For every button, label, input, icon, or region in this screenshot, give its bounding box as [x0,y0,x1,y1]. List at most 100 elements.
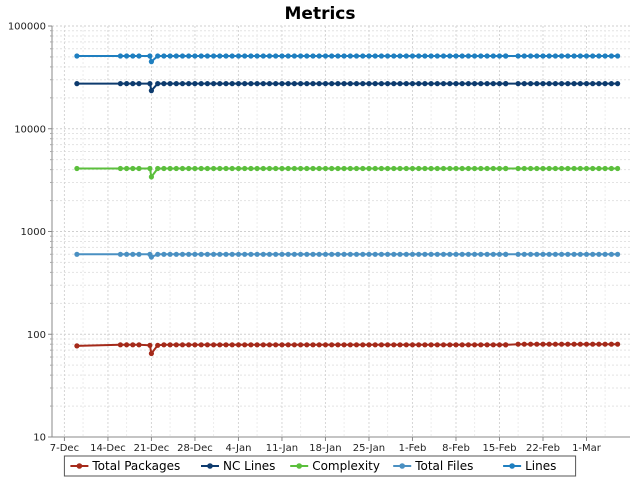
data-point [440,342,447,348]
data-point [316,342,322,348]
data-point [428,53,434,59]
legend-item: Total Files [393,459,473,473]
data-point [546,251,552,257]
data-point [117,251,123,257]
data-point [254,81,260,87]
data-point [279,81,285,87]
x-tick-label: 11-Jan [266,443,298,454]
data-point [254,53,260,59]
legend-swatch-marker [207,463,213,469]
data-point [155,251,161,257]
data-point [204,53,210,59]
data-point [391,251,397,257]
data-point [148,88,154,94]
data-point [571,53,577,59]
data-point [248,81,254,87]
data-point [229,165,235,172]
data-point [478,342,484,348]
data-point [571,165,577,172]
legend-swatch-marker [509,463,515,469]
data-point [310,81,316,87]
data-point [204,165,210,172]
data-point [378,251,384,257]
data-point [571,251,577,257]
data-point [117,342,123,348]
data-point [279,165,285,172]
data-point [117,53,123,59]
data-point [602,341,608,347]
data-point [298,81,304,87]
series-lines [74,53,621,65]
data-point [173,53,179,59]
legend-item: Complexity [290,459,380,473]
y-tick-label: 10 [33,433,46,444]
data-point [478,81,484,87]
data-point [552,81,559,87]
data-point [192,342,198,348]
data-point [534,165,540,172]
data-point [416,342,422,348]
series-complexity [74,165,621,180]
data-point [602,81,608,87]
data-point [615,165,621,172]
data-point [540,341,546,347]
data-point [291,165,297,172]
data-point [577,81,583,87]
data-point [186,53,192,59]
data-point [229,342,235,348]
data-point [167,165,173,172]
data-point [291,342,297,348]
data-point [434,165,440,172]
data-point [335,81,341,87]
x-tick-label: 1-Feb [399,443,427,454]
data-point [378,165,384,172]
data-point [147,53,153,59]
data-point [440,53,447,59]
data-point [304,53,310,59]
data-point [453,342,459,348]
data-point [453,165,459,172]
data-point [273,53,279,59]
y-tick-label: 100000 [8,22,46,33]
data-point [590,251,596,257]
data-point [540,53,546,59]
data-point [347,251,353,257]
data-point [360,342,366,348]
data-point [291,53,297,59]
data-point [211,81,217,87]
data-point [136,342,142,348]
data-point [211,251,217,257]
data-point [136,251,142,257]
data-point [503,53,509,59]
data-point [360,251,366,257]
data-point [559,251,565,257]
data-point [552,341,559,347]
data-point [428,342,434,348]
data-point [416,81,422,87]
data-point [490,53,496,59]
data-point [465,342,471,348]
data-point [577,251,583,257]
data-point [484,53,490,59]
data-point [428,251,434,257]
data-point [615,53,621,59]
data-point [192,53,198,59]
data-point [565,165,571,172]
data-point [447,251,453,257]
data-point [167,81,173,87]
data-point [546,341,552,347]
data-point [583,341,590,347]
data-point [341,165,347,172]
data-point [503,81,509,87]
data-point [397,251,403,257]
data-point [360,53,366,59]
data-point [266,342,273,348]
data-point [409,251,416,257]
legend-label: NC Lines [223,459,275,473]
data-point [179,251,186,257]
data-point [403,165,409,172]
data-point [155,342,161,348]
data-point [552,251,559,257]
data-point [478,53,484,59]
